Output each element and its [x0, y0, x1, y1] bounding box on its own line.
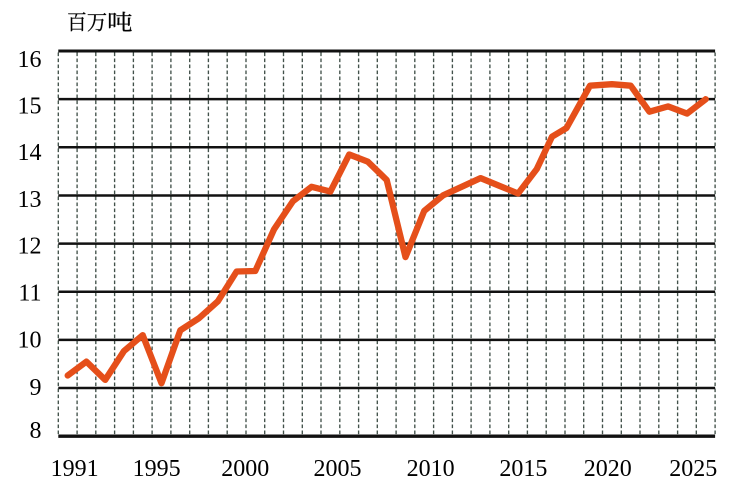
svg-text:8: 8 [30, 418, 42, 444]
svg-text:2020: 2020 [584, 456, 632, 482]
svg-text:2000: 2000 [221, 456, 269, 482]
svg-text:10: 10 [18, 328, 42, 354]
svg-text:2025: 2025 [669, 456, 717, 482]
svg-text:2015: 2015 [499, 456, 547, 482]
svg-text:11: 11 [18, 281, 41, 307]
svg-text:15: 15 [18, 94, 42, 120]
svg-text:14: 14 [18, 140, 42, 166]
svg-text:1991: 1991 [51, 456, 99, 482]
svg-text:13: 13 [18, 187, 42, 213]
svg-text:16: 16 [18, 47, 42, 73]
svg-text:12: 12 [18, 233, 42, 259]
svg-text:2005: 2005 [314, 456, 362, 482]
svg-text:9: 9 [30, 375, 42, 401]
svg-text:2010: 2010 [407, 456, 455, 482]
svg-text:1995: 1995 [133, 456, 181, 482]
